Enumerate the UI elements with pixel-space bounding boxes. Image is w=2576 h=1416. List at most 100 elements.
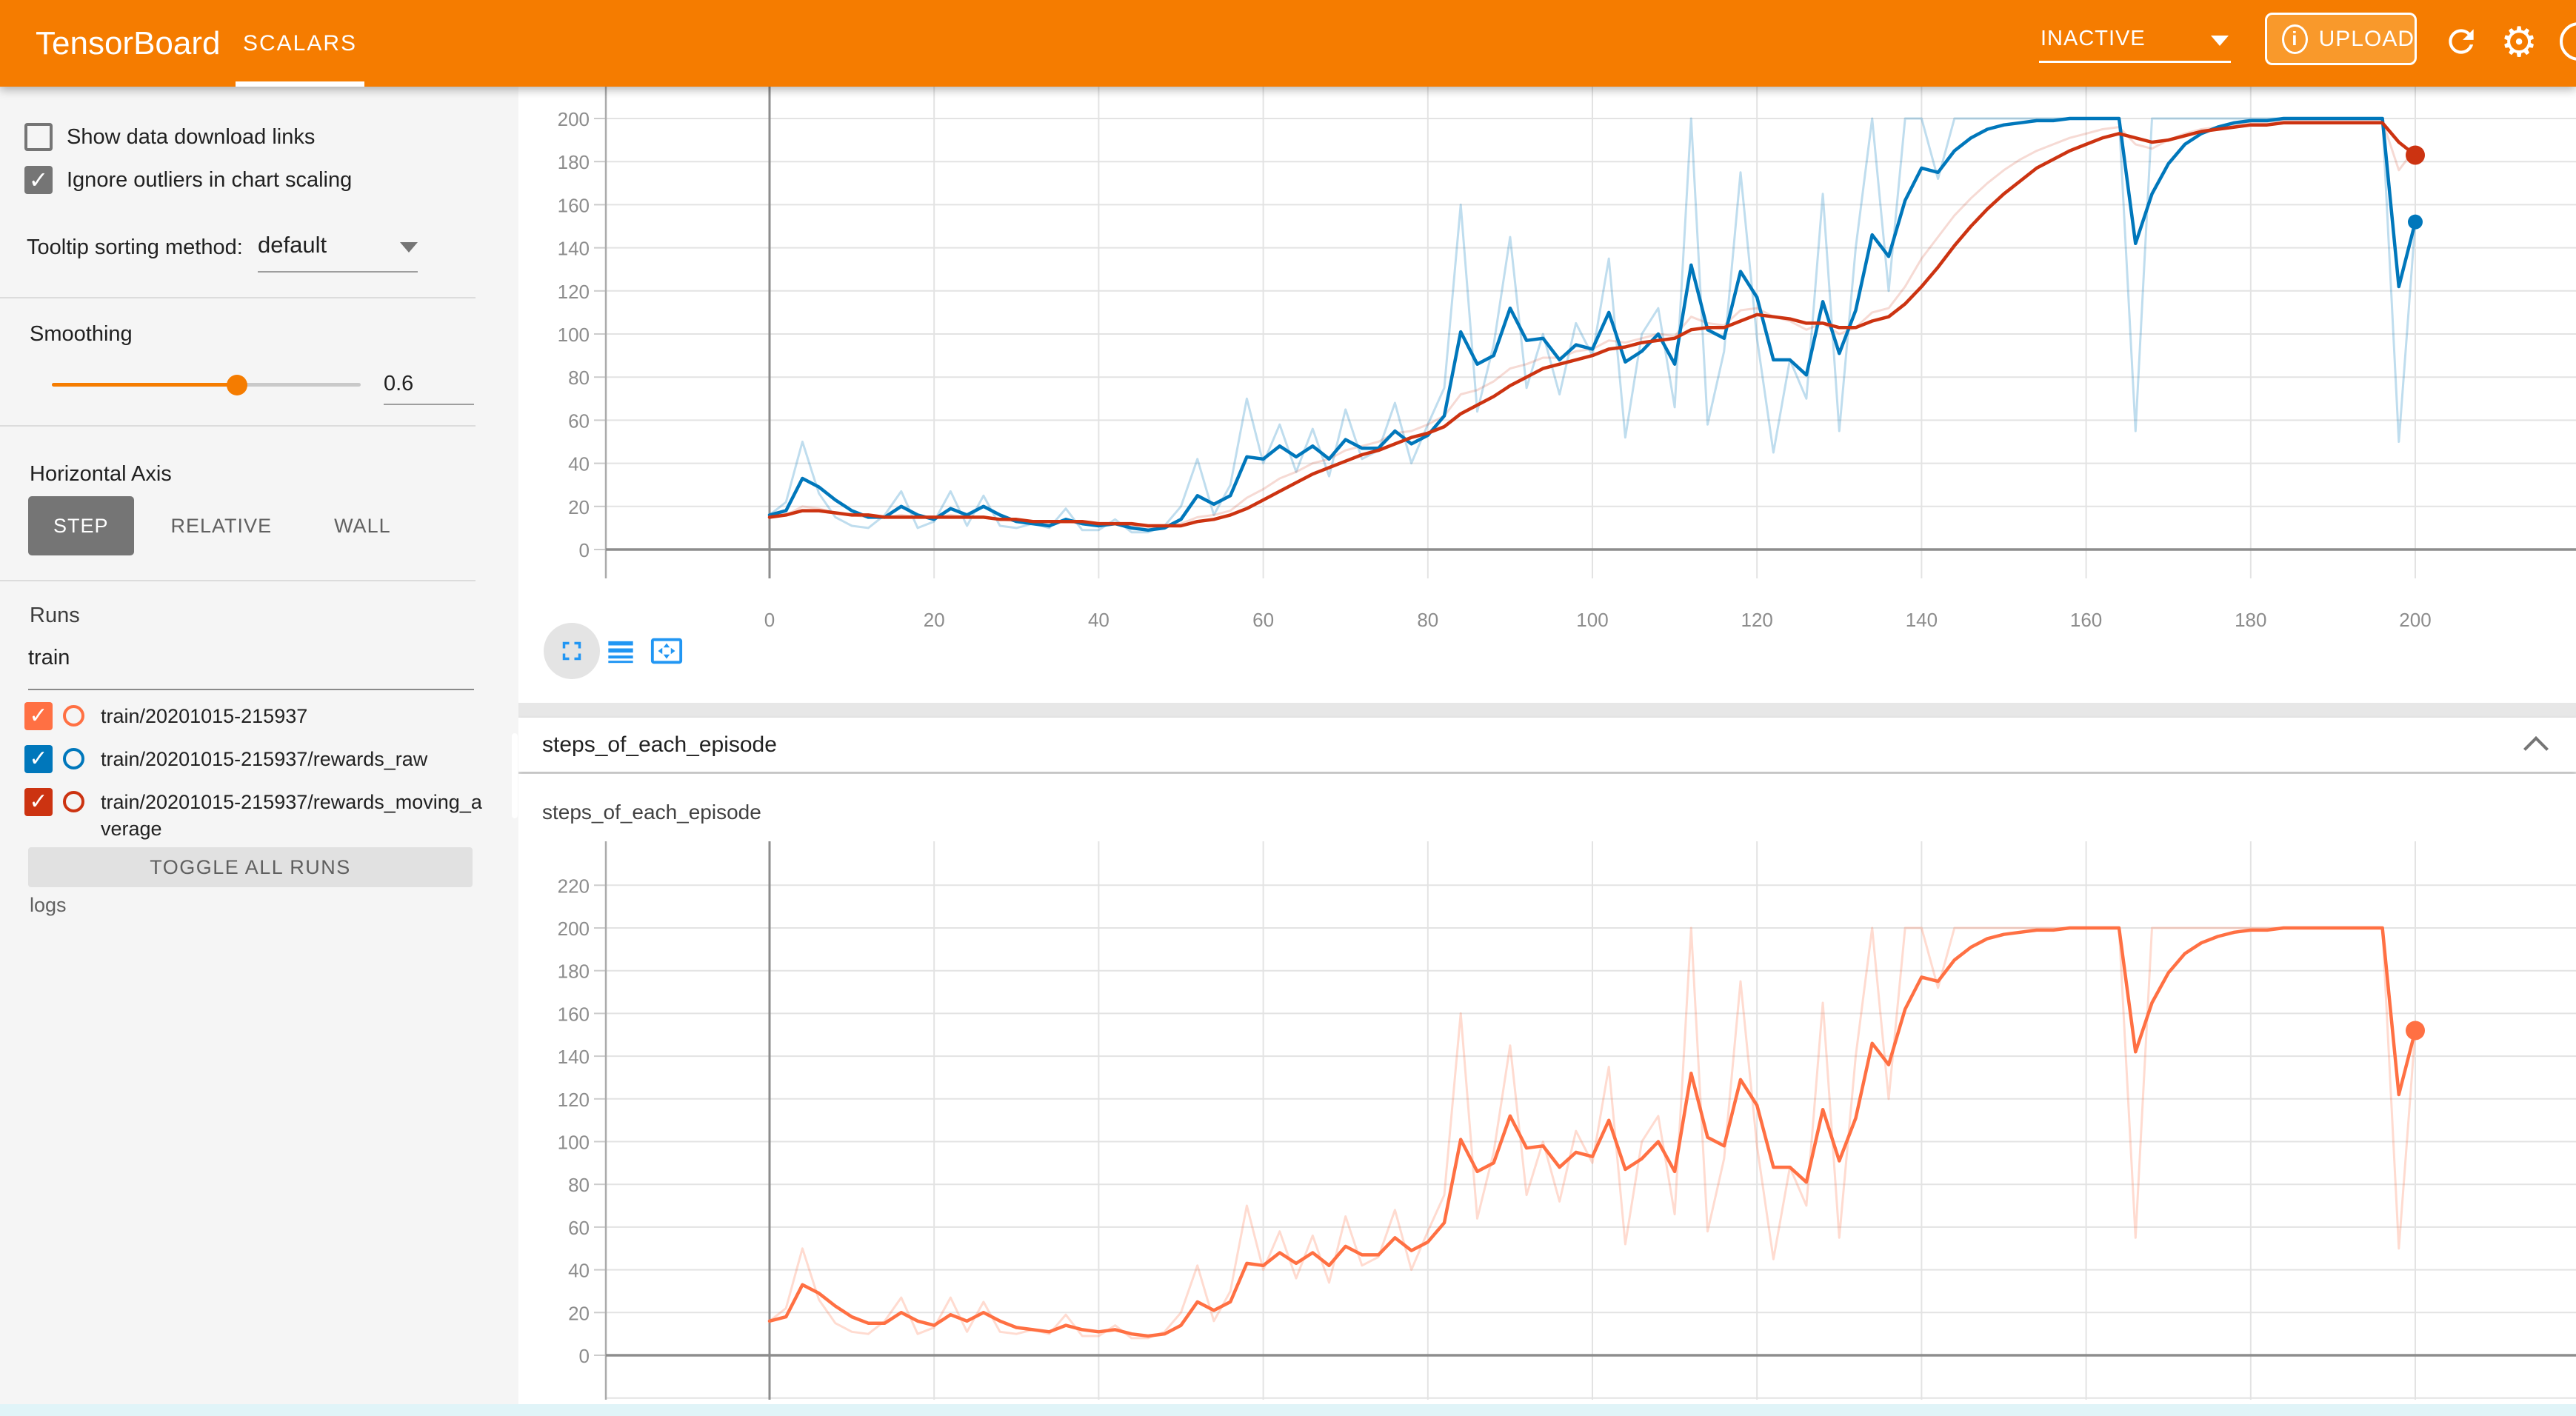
rewards-chart-card: 0 20 40 60 80 100 120 140 160 180 200 0 20 40 60 80 100 1…: [518, 87, 2576, 703]
chevron-down-icon: [400, 242, 418, 253]
section-title: steps_of_each_episode: [542, 732, 777, 757]
svg-text:140: 140: [1906, 609, 1938, 631]
svg-text:160: 160: [2070, 609, 2102, 631]
run-color-circle[interactable]: [63, 791, 84, 812]
axis-option-wall[interactable]: WALL: [334, 515, 391, 537]
show-download-links-label: Show data download links: [67, 125, 316, 149]
tab-active-underline: [236, 81, 364, 87]
runs-title: Runs: [30, 604, 80, 627]
svg-text:0: 0: [579, 1345, 590, 1367]
svg-text:180: 180: [558, 961, 590, 983]
smoothing-value-underline: [384, 404, 474, 405]
svg-text:40: 40: [568, 453, 590, 475]
run-label: train/20201015-215937/rewards_moving_ave…: [101, 791, 482, 840]
steps-chart-title: steps_of_each_episode: [542, 801, 761, 824]
svg-text:100: 100: [1576, 609, 1608, 631]
svg-text:100: 100: [558, 324, 590, 346]
ignore-outliers-label: Ignore outliers in chart scaling: [67, 168, 353, 192]
rewards-chart-plot[interactable]: 0 20 40 60 80 100 120 140 160 180 200 0 20 40 60 80 100 1…: [518, 87, 2576, 703]
svg-text:100: 100: [558, 1132, 590, 1154]
svg-text:60: 60: [1252, 609, 1274, 631]
svg-text:80: 80: [1417, 609, 1438, 631]
run-item: ✓ train/20201015-215937: [24, 702, 513, 730]
svg-text:80: 80: [568, 367, 590, 389]
run-label: train/20201015-215937/rewards_raw: [101, 748, 428, 770]
axis-option-relative[interactable]: RELATIVE: [170, 515, 273, 537]
info-icon: i: [2282, 24, 2308, 54]
runs-filter-input[interactable]: [28, 646, 473, 670]
tooltip-sorting-dropdown[interactable]: default: [258, 232, 418, 273]
collapse-chevron-icon[interactable]: [2523, 736, 2549, 761]
runs-filter-underline: [28, 689, 474, 690]
runs-group-logs-label: logs: [30, 894, 67, 916]
svg-text:120: 120: [558, 1089, 590, 1111]
smoothing-label: Smoothing: [30, 322, 133, 346]
svg-text:40: 40: [1088, 609, 1110, 631]
app-header: TensorBoard SCALARS INACTIVE i UPLOAD ⚙: [0, 0, 2576, 87]
refresh-icon[interactable]: [2443, 23, 2480, 60]
status-underline: [2039, 61, 2231, 63]
run-checkbox[interactable]: ✓: [24, 788, 53, 816]
svg-text:20: 20: [568, 496, 590, 518]
svg-text:60: 60: [568, 410, 590, 432]
chevron-down-icon: [2211, 36, 2229, 46]
toggle-all-runs-button[interactable]: TOGGLE ALL RUNS: [28, 847, 473, 887]
smoothing-slider-handle[interactable]: [227, 375, 248, 395]
steps-chart-plot[interactable]: 0 20 40 60 80 100 120 140 160 180 200 220: [518, 841, 2576, 1404]
upload-button-label: UPLOAD: [2318, 26, 2415, 51]
svg-text:60: 60: [568, 1217, 590, 1239]
svg-text:200: 200: [558, 918, 590, 940]
run-checkbox[interactable]: ✓: [24, 702, 53, 730]
svg-text:180: 180: [2235, 609, 2266, 631]
run-item: ✓ train/20201015-215937/rewards_moving_av…: [24, 788, 513, 842]
run-color-circle[interactable]: [63, 748, 84, 769]
svg-text:120: 120: [1741, 609, 1773, 631]
svg-text:20: 20: [924, 609, 945, 631]
divider: [0, 580, 476, 581]
upload-button[interactable]: i UPLOAD: [2265, 13, 2417, 65]
smoothing-value-input[interactable]: [384, 372, 474, 396]
steps-chart-card: steps_of_each_episode 0 20 40 60 80 100 120 140…: [518, 774, 2576, 1404]
status-label: INACTIVE: [2041, 27, 2146, 50]
svg-text:200: 200: [2399, 609, 2431, 631]
status-dropdown[interactable]: INACTIVE: [2039, 0, 2232, 87]
expand-icon-bg: [544, 623, 600, 679]
runs-list: ✓ train/20201015-215937 ✓ train/20201015-21…: [24, 702, 513, 857]
svg-text:200: 200: [558, 108, 590, 130]
help-icon[interactable]: [2560, 22, 2576, 61]
svg-text:80: 80: [568, 1174, 590, 1196]
settings-sidebar: Show data download links ✓ Ignore outlie…: [0, 87, 518, 1416]
horizontal-axis-options: STEP RELATIVE WALL: [28, 496, 416, 555]
run-color-circle[interactable]: [63, 705, 84, 727]
fit-domain-icon[interactable]: [650, 634, 684, 668]
svg-text:20: 20: [568, 1302, 590, 1324]
run-checkbox[interactable]: ✓: [24, 745, 53, 773]
log-scale-icon[interactable]: [606, 637, 635, 667]
bottom-scroll-strip[interactable]: [0, 1404, 2576, 1416]
gear-icon[interactable]: ⚙: [2500, 19, 2538, 65]
svg-text:160: 160: [558, 1003, 590, 1025]
svg-text:40: 40: [568, 1260, 590, 1282]
tooltip-sorting-underline: [258, 271, 418, 273]
tooltip-sorting-label: Tooltip sorting method:: [27, 236, 243, 259]
expand-icon[interactable]: [556, 635, 587, 667]
svg-text:0: 0: [579, 539, 590, 561]
tab-scalars[interactable]: SCALARS: [242, 31, 358, 56]
svg-text:120: 120: [558, 281, 590, 303]
ignore-outliers-checkbox[interactable]: ✓: [24, 166, 53, 194]
svg-text:0: 0: [764, 609, 775, 631]
show-download-links-checkbox[interactable]: [24, 123, 53, 151]
svg-text:160: 160: [558, 194, 590, 216]
run-label: train/20201015-215937: [101, 705, 308, 727]
divider: [0, 425, 476, 427]
svg-text:140: 140: [558, 1046, 590, 1068]
tooltip-sorting-value: default: [258, 232, 327, 258]
app-title: TensorBoard: [36, 25, 221, 61]
axis-option-step[interactable]: STEP: [28, 496, 134, 555]
divider: [0, 297, 476, 298]
run-item: ✓ train/20201015-215937/rewards_raw: [24, 745, 513, 773]
sidebar-scrollbar[interactable]: [512, 733, 518, 818]
svg-text:140: 140: [558, 238, 590, 260]
section-header-steps-of-each-episode[interactable]: steps_of_each_episode: [518, 718, 2576, 772]
svg-text:180: 180: [558, 151, 590, 173]
